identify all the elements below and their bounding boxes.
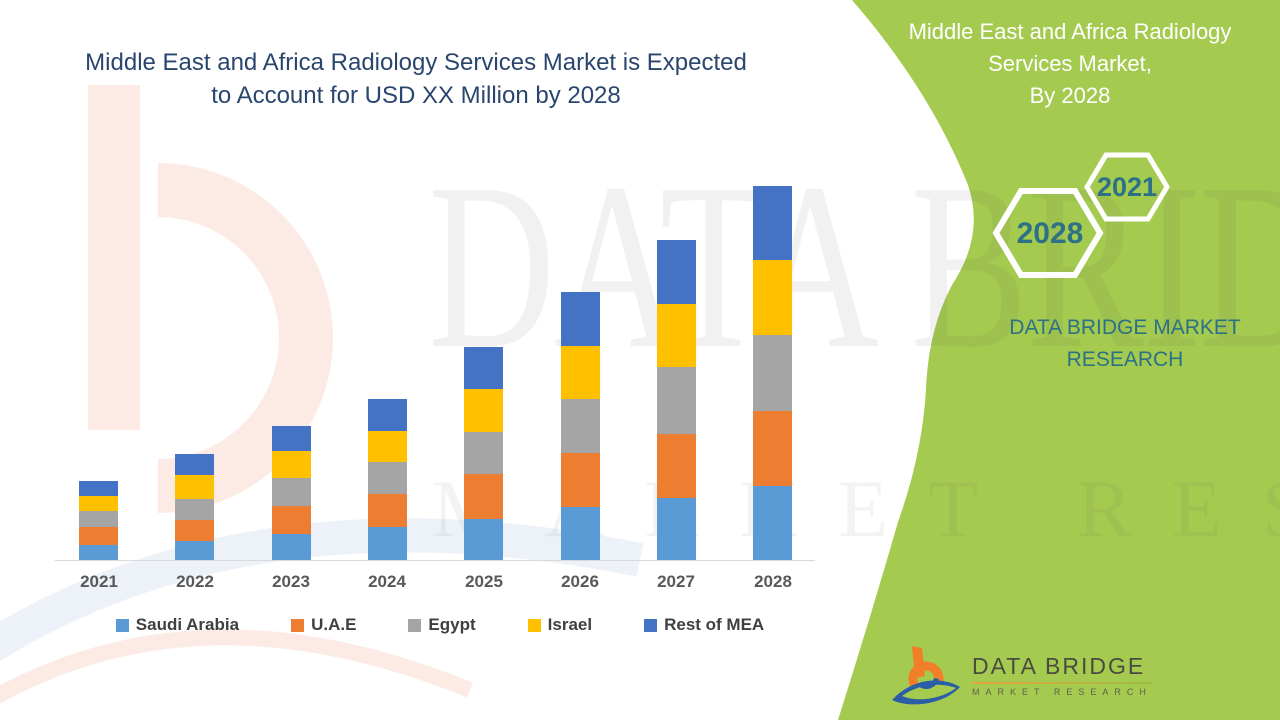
databridge-logo-icon [892,646,960,705]
bar-segment-2025-rest-of-mea [464,347,503,389]
x-axis-label-2028: 2028 [754,572,792,591]
legend-marker [408,618,422,632]
legend-item-saudi-arabia: Saudi Arabia [115,615,240,635]
side-panel-title-line1: Middle East and Africa Radiology [908,19,1232,44]
bar-segment-2027-u-a-e [657,434,696,498]
bar-segment-2025-egypt [464,432,503,474]
bar-segment-2026-israel [561,346,600,399]
legend-label: Rest of MEA [664,615,765,634]
bar-segment-2022-israel [175,475,214,499]
legend-label: U.A.E [311,615,357,634]
legend-marker [291,618,305,632]
bar-segment-2027-rest-of-mea [657,240,696,304]
bar-segment-2021-u-a-e [79,527,118,545]
x-axis-label-2021: 2021 [80,572,118,591]
databridge-logo-text: DATA BRIDGE MARKET RESEARCH [972,653,1152,697]
logo-divider [972,682,1152,684]
bar-segment-2023-u-a-e [272,506,311,534]
bar-segment-2022-u-a-e [175,520,214,541]
panel-brand-line2: RESEARCH [1066,348,1184,371]
bar-segment-2026-egypt [561,399,600,453]
bar-segment-2023-rest-of-mea [272,426,311,451]
legend-item-u-a-e: U.A.E [291,615,356,635]
x-axis-label-2023: 2023 [272,572,310,591]
bar-segment-2028-u-a-e [753,411,792,486]
hexagon-2021-label: 2021 [1096,172,1158,202]
bar-segment-2023-saudi-arabia [272,534,311,560]
bar-segment-2024-saudi-arabia [368,527,407,560]
chart-legend: Saudi Arabia U.A.E Egypt Israel Rest of MEA [60,615,820,635]
bar-segment-2025-israel [464,389,503,432]
bar-segment-2021-israel [79,496,118,511]
x-axis-label-2024: 2024 [368,572,406,591]
side-panel-title: Middle East and Africa Radiology Service… [898,16,1242,112]
bar-segment-2027-egypt [657,367,696,434]
bar-segment-2028-rest-of-mea [753,186,792,260]
hexagon-2028 [992,188,1104,278]
bar-segment-2028-egypt [753,335,792,411]
legend-item-israel: Israel [527,615,593,635]
chart-title-line2: to Account for USD XX Million by 2028 [211,82,621,109]
bar-segment-2026-u-a-e [561,453,600,507]
bar-segment-2024-egypt [368,462,407,494]
bar-segment-2022-egypt [175,499,214,520]
databridge-logo: DATA BRIDGE MARKET RESEARCH [890,642,1152,708]
bar-segment-2025-u-a-e [464,474,503,519]
bar-segment-2027-israel [657,304,696,367]
hexagon-2028-label: 2028 [1016,217,1084,250]
x-axis-label-2022: 2022 [176,572,214,591]
legend-item-rest-of-mea: Rest of MEA [644,615,764,635]
x-axis-label-2027: 2027 [657,572,695,591]
logo-name: DATA BRIDGE [972,653,1146,679]
legend-marker [644,618,658,632]
panel-brand-line1: DATA BRIDGE MARKET [1009,316,1241,339]
panel-brand-text: DATA BRIDGE MARKET RESEARCH [955,312,1280,376]
bar-segment-2025-saudi-arabia [464,519,503,560]
legend-marker [115,618,129,632]
bar-segment-2023-egypt [272,478,311,506]
bar-segment-2026-saudi-arabia [561,507,600,560]
legend-label: Israel [547,615,593,634]
bar-segment-2022-saudi-arabia [175,541,214,560]
bar-segment-2026-rest-of-mea [561,292,600,346]
side-panel-title-line3: By 2028 [1029,83,1111,108]
bar-segment-2021-rest-of-mea [79,481,118,496]
hexagon-2021 [1084,152,1170,222]
side-panel-title-line2: Services Market, [988,51,1152,76]
bar-segment-2028-israel [753,260,792,335]
x-axis-label-2025: 2025 [465,572,503,591]
logo-subtitle: MARKET RESEARCH [972,687,1152,697]
bar-segment-2027-saudi-arabia [657,498,696,560]
stacked-bar-chart-plot-area [55,150,815,561]
legend-marker [527,618,541,632]
legend-item-egypt: Egypt [408,615,476,635]
x-axis-label-2026: 2026 [561,572,599,591]
bar-segment-2022-rest-of-mea [175,454,214,475]
chart-title-line1: Middle East and Africa Radiology Service… [85,49,747,76]
bar-segment-2024-israel [368,431,407,462]
bar-segment-2024-u-a-e [368,494,407,527]
x-axis-labels: 2021 2022 2023 2024 2025 2026 2027 2028 [55,572,815,596]
legend-label: Egypt [428,615,476,634]
bar-segment-2024-rest-of-mea [368,399,407,431]
bar-segment-2023-israel [272,451,311,478]
bar-segment-2021-egypt [79,511,118,527]
chart-title: Middle East and Africa Radiology Service… [60,46,772,112]
bar-segment-2028-saudi-arabia [753,486,792,560]
bar-segment-2021-saudi-arabia [79,545,118,560]
legend-label: Saudi Arabia [135,615,240,634]
